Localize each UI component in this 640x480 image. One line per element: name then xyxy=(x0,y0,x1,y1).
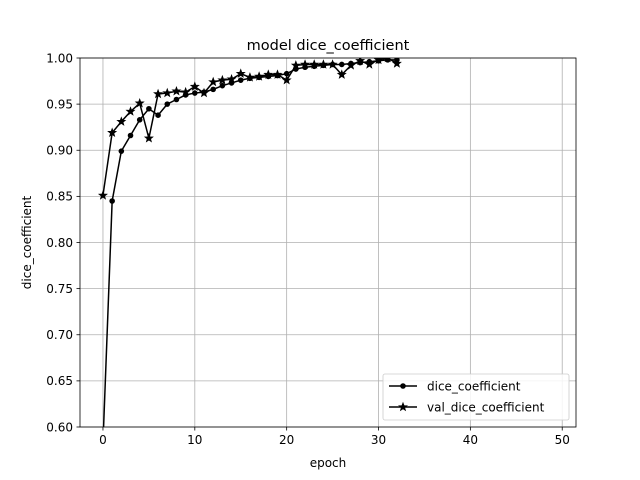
data-point xyxy=(327,59,338,69)
data-point xyxy=(199,87,209,98)
legend-marker xyxy=(400,383,406,389)
data-point xyxy=(134,97,145,108)
data-point xyxy=(155,112,161,118)
series-dice-coefficient xyxy=(102,58,400,427)
x-tick-label: 50 xyxy=(555,433,570,447)
x-tick-label: 10 xyxy=(187,433,202,447)
data-point xyxy=(136,117,143,123)
y-tick-label: 0.65 xyxy=(46,374,73,388)
data-point xyxy=(143,133,154,143)
series-val-dice-coefficient xyxy=(97,58,402,200)
data-point xyxy=(210,86,216,93)
data-point xyxy=(290,60,301,70)
data-point xyxy=(309,59,320,69)
grid-lines xyxy=(80,57,576,428)
data-point xyxy=(355,58,366,66)
series-group xyxy=(97,58,402,427)
y-tick-label: 0.95 xyxy=(46,97,73,111)
axis-ticks: 0 10 20 30 40 50 0.60 0.65 0.70 0.75 0.80 0.85 0.90 0… xyxy=(46,51,570,447)
data-point xyxy=(153,88,164,99)
data-point xyxy=(146,105,152,112)
data-point xyxy=(364,59,375,69)
y-tick-label: 0.90 xyxy=(46,144,73,158)
data-point xyxy=(125,106,136,116)
data-point xyxy=(116,116,127,126)
legend-box xyxy=(382,373,570,421)
data-point xyxy=(237,77,244,83)
data-point xyxy=(244,72,255,82)
y-tick-label: 0.85 xyxy=(46,190,73,204)
data-point xyxy=(97,190,108,200)
chart-title: model dice_coefficient xyxy=(247,38,410,54)
data-point xyxy=(118,148,125,154)
data-point xyxy=(235,68,246,78)
data-point xyxy=(109,198,115,204)
x-tick-label: 30 xyxy=(371,433,386,447)
data-point xyxy=(164,101,171,107)
data-point xyxy=(373,58,384,65)
x-axis-label: epoch xyxy=(310,456,347,470)
data-point xyxy=(391,58,402,68)
data-point xyxy=(345,60,356,70)
data-point xyxy=(338,61,345,68)
x-tick-label: 20 xyxy=(279,433,294,447)
legend-marker xyxy=(398,401,408,412)
legend-entry: val_dice_coefficient xyxy=(389,400,545,414)
data-point xyxy=(189,81,200,91)
data-point xyxy=(171,85,182,96)
legend-entry: dice_coefficient xyxy=(389,379,521,393)
data-point xyxy=(180,86,191,97)
data-point xyxy=(254,71,265,81)
data-point xyxy=(300,59,311,69)
series-line xyxy=(102,59,397,427)
data-point xyxy=(208,76,219,87)
legend: dice_coefficient val_dice_coefficient xyxy=(382,373,570,421)
legend-label: val_dice_coefficient xyxy=(427,400,545,414)
data-point xyxy=(173,96,180,103)
y-axis-label: dice_coefficient xyxy=(20,195,34,289)
data-point xyxy=(162,87,173,98)
data-point xyxy=(318,59,329,69)
data-point xyxy=(384,58,391,63)
x-tick-label: 0 xyxy=(99,433,107,447)
y-tick-label: 0.60 xyxy=(46,420,73,434)
data-point xyxy=(107,127,118,137)
data-point xyxy=(217,74,228,85)
data-point xyxy=(272,69,283,79)
data-point xyxy=(127,132,134,139)
data-point xyxy=(192,90,198,96)
data-point xyxy=(281,74,292,85)
data-point xyxy=(219,82,226,89)
data-point xyxy=(336,69,347,79)
legend-label: dice_coefficient xyxy=(427,379,521,393)
y-tick-label: 1.00 xyxy=(46,51,73,65)
x-tick-label: 40 xyxy=(463,433,478,447)
y-tick-label: 0.75 xyxy=(46,282,73,296)
data-point xyxy=(263,69,274,79)
data-point xyxy=(226,73,237,84)
y-tick-label: 0.80 xyxy=(46,236,73,250)
y-tick-label: 0.70 xyxy=(46,328,73,342)
